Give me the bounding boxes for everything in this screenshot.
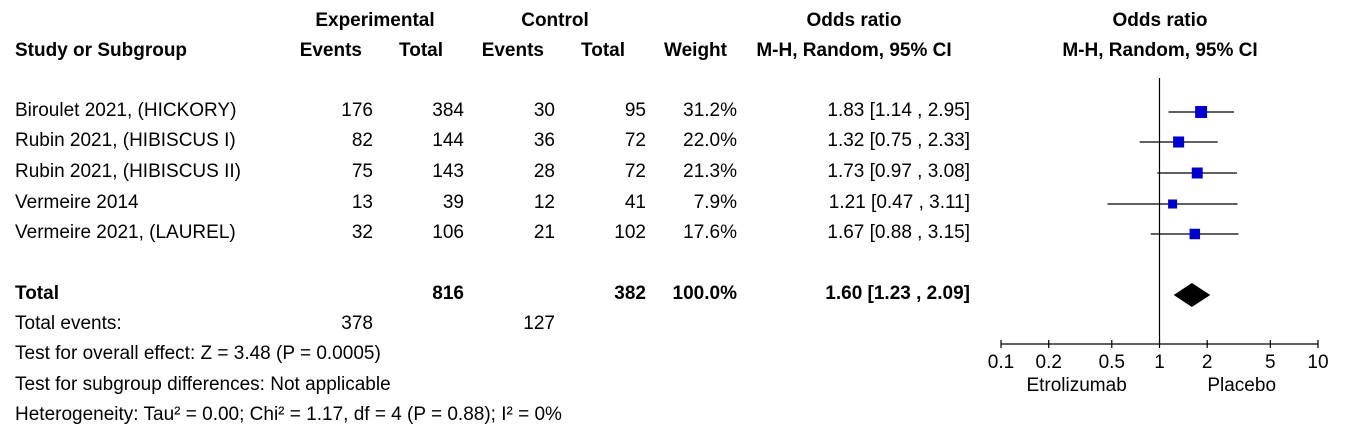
weight: 31.2%	[683, 100, 737, 121]
header-experimental: Experimental	[315, 10, 435, 31]
header-control: Control	[521, 10, 589, 31]
exp-total: 143	[432, 161, 464, 182]
study-marker	[1195, 106, 1208, 118]
ctl-events: 12	[533, 192, 555, 213]
ctl-events: 36	[533, 130, 555, 151]
header-method-plot: M-H, Random, 95% CI	[1062, 40, 1258, 61]
exp-total: 106	[432, 222, 464, 243]
ci-text: 1.21 [0.47 , 3.11]	[828, 192, 970, 213]
total-weight: 100.0%	[672, 283, 737, 304]
exp-events: 13	[351, 192, 373, 213]
x-tick-label: 1	[1154, 352, 1165, 373]
overall-effect-test: Test for overall effect: Z = 3.48 (P = 0…	[15, 343, 381, 364]
x-tick-label: 2	[1202, 352, 1213, 373]
weight: 21.3%	[683, 161, 737, 182]
study-marker	[1173, 136, 1185, 148]
total-events-label: Total events:	[15, 313, 122, 334]
x-tick-label: 0.2	[1036, 352, 1062, 373]
ctl-total: 41	[624, 192, 646, 213]
study-name: Rubin 2021, (HIBISCUS I)	[15, 130, 236, 151]
header-ctl-events: Events	[481, 40, 544, 61]
study-marker	[1189, 228, 1201, 240]
header-ctl-total: Total	[581, 40, 625, 61]
ctl-total: 72	[624, 161, 646, 182]
favours-right-label: Placebo	[1207, 375, 1276, 396]
exp-events: 82	[351, 130, 373, 151]
ctl-events: 28	[533, 161, 555, 182]
weight: 22.0%	[683, 130, 737, 151]
x-tick-label: 0.5	[1099, 352, 1125, 373]
ctl-total: 95	[624, 100, 646, 121]
favours-left-label: Etrolizumab	[1026, 375, 1126, 396]
ci-text: 1.73 [0.97 , 3.08]	[827, 161, 970, 182]
exp-events: 176	[341, 100, 373, 121]
study-name: Rubin 2021, (HIBISCUS II)	[15, 161, 241, 182]
weight: 17.6%	[683, 222, 737, 243]
header-study: Study or Subgroup	[15, 40, 188, 61]
total-ci-text: 1.60 [1.23 , 2.09]	[825, 283, 970, 304]
header-method-text: M-H, Random, 95% CI	[756, 40, 952, 61]
ci-text: 1.67 [0.88 , 3.15]	[827, 222, 970, 243]
heterogeneity-stats: Heterogeneity: Tau² = 0.00; Chi² = 1.17,…	[15, 404, 562, 425]
pooled-diamond	[1173, 283, 1211, 307]
total-events-ctl: 127	[523, 313, 555, 334]
study-marker	[1191, 167, 1203, 179]
ctl-total: 102	[614, 222, 646, 243]
x-tick-label: 5	[1265, 352, 1276, 373]
exp-total: 144	[432, 130, 464, 151]
total-events-exp: 378	[341, 313, 373, 334]
exp-events: 75	[351, 161, 373, 182]
x-tick-label: 10	[1307, 352, 1328, 373]
total-exp-total: 816	[432, 283, 464, 304]
total-ctl-total: 382	[614, 283, 646, 304]
study-name: Vermeire 2014	[15, 192, 139, 213]
x-tick-label: 0.1	[988, 352, 1014, 373]
subgroup-differences-test: Test for subgroup differences: Not appli…	[15, 374, 391, 395]
study-name: Vermeire 2021, (LAUREL)	[15, 222, 236, 243]
header-odds-ratio-plot: Odds ratio	[1112, 10, 1208, 31]
ci-text: 1.83 [1.14 , 2.95]	[827, 100, 970, 121]
header-odds-ratio-text: Odds ratio	[806, 10, 902, 31]
weight: 7.9%	[693, 192, 737, 213]
ctl-total: 72	[624, 130, 646, 151]
ctl-events: 21	[533, 222, 555, 243]
total-label: Total	[15, 283, 59, 304]
study-marker	[1168, 199, 1178, 209]
header-weight: Weight	[664, 40, 727, 61]
ci-text: 1.32 [0.75 , 2.33]	[827, 130, 970, 151]
exp-total: 39	[442, 192, 464, 213]
header-exp-total: Total	[399, 40, 443, 61]
header-exp-events: Events	[299, 40, 362, 61]
exp-total: 384	[432, 100, 464, 121]
ctl-events: 30	[533, 100, 555, 121]
exp-events: 32	[351, 222, 373, 243]
study-name: Biroulet 2021, (HICKORY)	[15, 100, 237, 121]
